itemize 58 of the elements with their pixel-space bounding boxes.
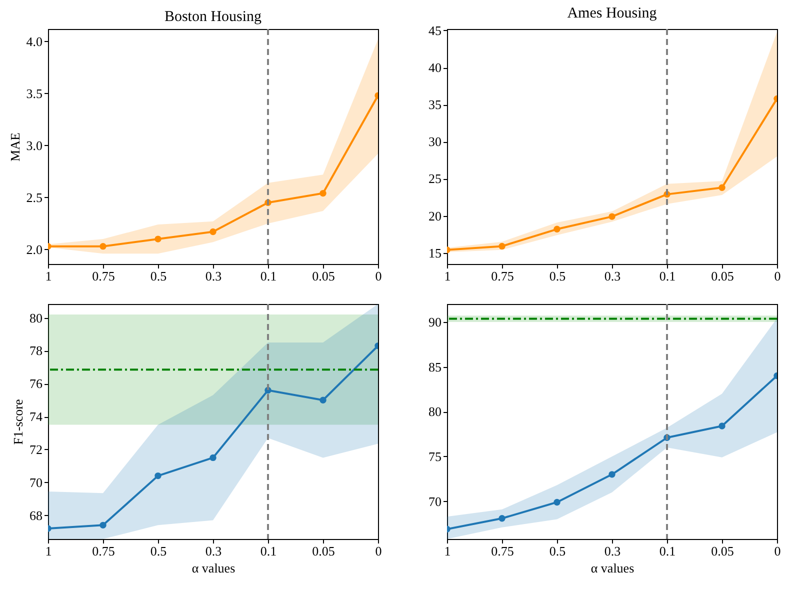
x-tick-label: 0 <box>375 544 382 558</box>
x-tick-label: 0.75 <box>491 268 514 284</box>
x-tick-label: 0.1 <box>659 268 676 284</box>
x-tick-label: 0.75 <box>92 544 115 558</box>
x-tick-label: 0.05 <box>711 544 734 558</box>
x-tick-label: 0.3 <box>604 268 621 284</box>
x-tick-label: 0 <box>774 268 781 284</box>
x-tick-label: 1 <box>444 268 451 284</box>
y-tick-label: 78 <box>30 343 42 358</box>
y-tick-label: 3.5 <box>26 86 42 101</box>
x-tick-label: 0 <box>375 268 382 284</box>
x-tick-label: 0 <box>774 544 781 558</box>
y-tick-label: 15 <box>428 245 442 260</box>
x-tick-label: 0.5 <box>549 268 566 284</box>
y-axis-title: F1-score <box>10 399 26 445</box>
y-tick-label: 70 <box>428 494 442 509</box>
y-tick-label: 68 <box>30 508 42 523</box>
x-tick-label: 1 <box>45 268 52 284</box>
x-tick-label: 0.1 <box>260 268 277 284</box>
x-tick-label: 0.75 <box>491 544 514 558</box>
y-tick-label: 35 <box>428 97 442 112</box>
y-tick-label: 80 <box>30 310 42 326</box>
x-tick-label: 0.1 <box>659 544 676 558</box>
x-tick-label: 0.5 <box>150 544 167 558</box>
y-axis-title: MAE <box>7 132 22 162</box>
y-tick-label: 75 <box>428 448 442 464</box>
x-tick-label: 0.05 <box>312 268 335 284</box>
chart-title: Boston Housing <box>164 9 262 25</box>
x-tick-label: 0.05 <box>312 544 335 558</box>
y-tick-label: 74 <box>30 409 43 424</box>
y-tick-label: 4.0 <box>26 34 42 49</box>
x-axis-title: α values <box>192 560 236 576</box>
x-tick-label: 0.5 <box>150 268 167 284</box>
y-tick-label: 72 <box>30 442 42 457</box>
x-tick-label: 1 <box>45 544 52 558</box>
y-tick-label: 30 <box>428 134 442 150</box>
y-tick-label: 20 <box>428 208 442 224</box>
x-tick-label: 0.1 <box>260 544 277 558</box>
x-axis-title: α values <box>590 560 634 576</box>
y-tick-label: 2.0 <box>26 242 42 257</box>
y-tick-label: 85 <box>428 359 442 374</box>
chart-title: Ames Housing <box>567 5 658 22</box>
y-tick-label: 3.0 <box>26 138 42 153</box>
y-tick-label: 90 <box>428 314 442 330</box>
x-tick-label: 0.75 <box>92 268 115 284</box>
y-tick-label: 76 <box>30 376 43 392</box>
x-tick-label: 0.3 <box>205 268 222 284</box>
y-tick-label: 45 <box>428 22 442 38</box>
y-tick-label: 2.5 <box>26 190 42 205</box>
x-tick-label: 0.05 <box>711 268 734 284</box>
x-tick-label: 0.3 <box>604 544 621 558</box>
y-tick-label: 25 <box>428 171 442 186</box>
x-tick-label: 0.5 <box>549 544 566 558</box>
x-tick-label: 1 <box>444 544 451 558</box>
y-tick-label: 40 <box>428 60 442 76</box>
y-tick-label: 80 <box>428 404 442 420</box>
x-tick-label: 0.3 <box>205 544 222 558</box>
y-tick-label: 70 <box>30 474 42 490</box>
